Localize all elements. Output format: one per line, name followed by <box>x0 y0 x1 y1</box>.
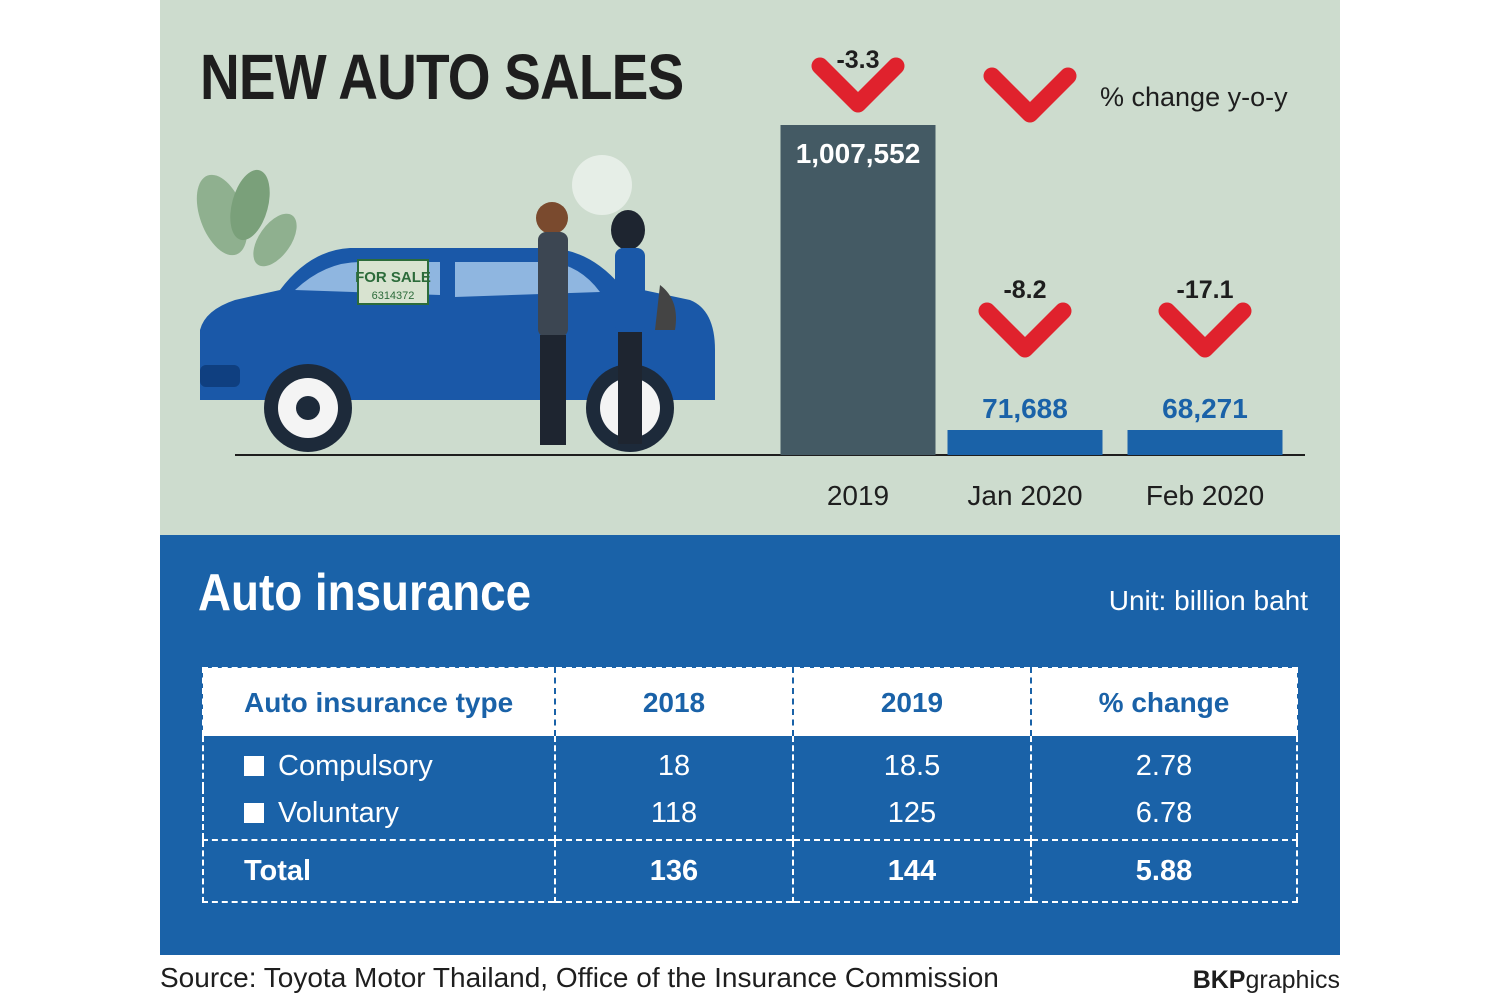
header-change: % change <box>1030 668 1297 736</box>
header-2018: 2018 <box>554 668 793 736</box>
table-row: Compulsory 18 18.5 2.78 <box>203 736 1297 788</box>
insurance-table: Auto insurance type 2018 2019 % change C… <box>202 667 1298 903</box>
thumbs-up-icon <box>572 155 632 215</box>
bar-value-label: 1,007,552 <box>796 138 921 169</box>
row-2018: 18 <box>554 736 793 788</box>
people-illustration <box>536 155 676 445</box>
for-sale-sign-number: 6314372 <box>372 290 415 302</box>
insurance-unit: Unit: billion baht <box>1108 585 1308 616</box>
change-legend-label: % change y-o-y <box>1100 82 1288 112</box>
table-header-row: Auto insurance type 2018 2019 % change <box>203 668 1297 736</box>
row-type-cell: Voluntary <box>203 788 555 840</box>
total-2018: 136 <box>554 840 793 902</box>
yoy-change-label: -17.1 <box>1177 276 1234 304</box>
auto-sales-panel: NEW AUTO SALES % change y-o-y FOR SALE 6… <box>160 0 1340 535</box>
down-chevron-icon <box>1158 302 1252 358</box>
yoy-change-label: -8.2 <box>1003 276 1046 304</box>
header-type: Auto insurance type <box>244 686 514 718</box>
row-2019: 18.5 <box>792 736 1031 788</box>
row-type-cell: Compulsory <box>203 736 555 788</box>
auto-insurance-panel: Auto insurance Unit: billion baht Auto i… <box>160 535 1340 955</box>
row-2019: 125 <box>792 788 1031 840</box>
plant-illustration <box>196 169 297 267</box>
for-sale-sign-label: FOR SALE <box>355 269 431 286</box>
down-chevron-icon <box>978 302 1072 358</box>
credit-brand: BKP <box>1192 966 1246 994</box>
legend-chevron-icon <box>983 67 1077 123</box>
graphics-credit: BKPgraphics <box>1193 966 1340 995</box>
x-tick-label: Jan 2020 <box>967 480 1082 511</box>
car-illustration: FOR SALE 6314372 <box>200 248 715 452</box>
bar-value-label: 68,271 <box>1162 393 1248 424</box>
source-note: Source: Toyota Motor Thailand, Office of… <box>160 962 999 993</box>
row-change: 2.78 <box>1030 736 1297 788</box>
total-label: Total <box>244 854 312 887</box>
credit-suffix: graphics <box>1245 966 1341 994</box>
chart-title: NEW AUTO SALES <box>200 41 684 113</box>
header-2019: 2019 <box>792 668 1031 736</box>
yoy-change-label: -3.3 <box>836 46 879 74</box>
bar-value-label: 71,688 <box>982 393 1068 424</box>
row-type: Voluntary <box>278 797 399 829</box>
total-change: 5.88 <box>1030 840 1297 902</box>
auto-sales-chart: FOR SALE 6314372 1,007,552 2019 -3.3 71,688… <box>196 46 1305 511</box>
bar-2019 <box>780 125 936 455</box>
down-chevron-icon <box>811 57 905 113</box>
row-type: Compulsory <box>278 749 433 782</box>
bar-jan-2020 <box>947 430 1103 455</box>
total-row: Total 136 144 5.88 <box>203 840 1297 902</box>
square-bullet-icon <box>244 803 264 823</box>
table-row: Voluntary 118 125 6.78 <box>203 788 1297 840</box>
for-sale-sign <box>357 259 429 305</box>
total-2019: 144 <box>792 840 1031 902</box>
bar-feb-2020 <box>1127 430 1283 455</box>
row-change: 6.78 <box>1030 788 1297 840</box>
square-bullet-icon <box>244 755 264 776</box>
insurance-title: Auto insurance <box>198 564 532 622</box>
x-tick-label: 2019 <box>827 480 889 511</box>
row-2018: 118 <box>554 788 793 840</box>
x-tick-label: Feb 2020 <box>1146 480 1264 511</box>
